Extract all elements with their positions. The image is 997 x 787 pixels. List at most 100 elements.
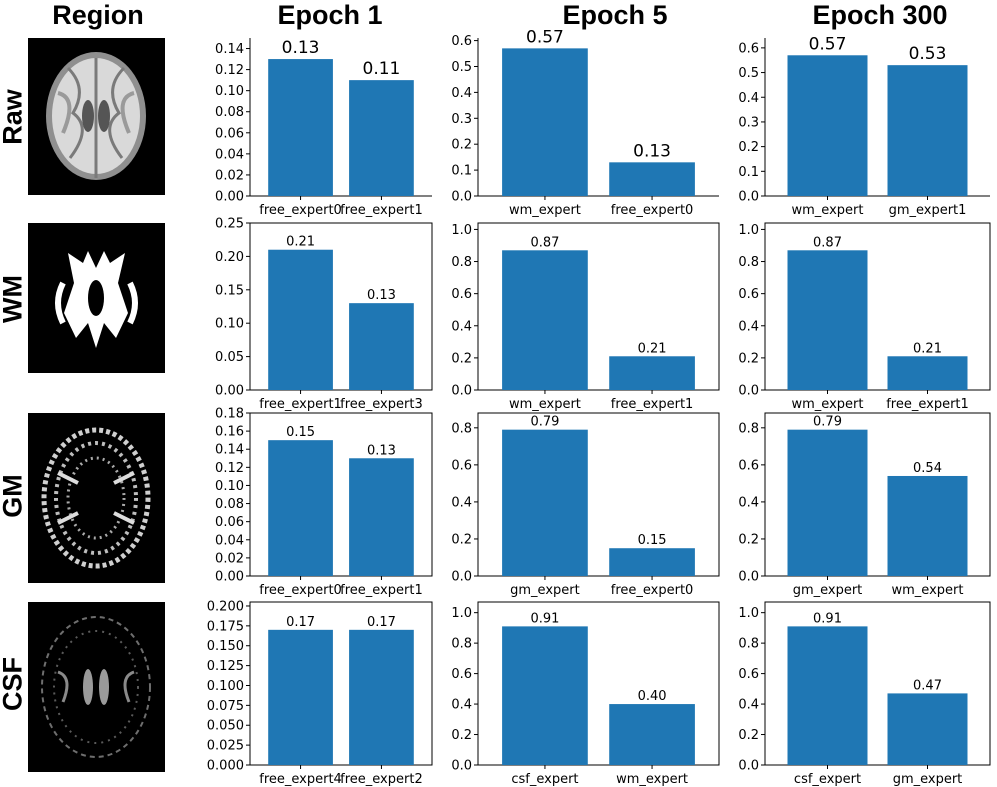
bar-wm-expert [787,250,868,390]
y-tick-label: 0.6 [738,667,759,682]
y-tick-label: 0.06 [215,515,244,530]
chart-csf-epoch-1: 0.000 0.025 0.050 0.075 0.100 0.125 0.150 0.175… [207,599,433,787]
chart-gm-epoch-5: 0.0 0.2 0.4 0.6 0.8 0.79 gm_expert 0.15 free_exp… [451,412,720,598]
bar-value-label: 0.13 [367,443,396,458]
bar-value-label: 0.15 [286,425,315,440]
y-tick-label: 0.0 [738,190,759,205]
plot-frame [477,601,720,766]
bar-wm-expert [609,704,695,765]
x-tick-label: free_expert1 [886,397,969,412]
bar-value-label: 0.47 [913,678,942,693]
chart-raw-epoch-1: 0.00 0.02 0.04 0.06 0.08 0.10 0.12 0.14 0.13 free… [215,38,432,218]
y-tick-label: 0.8 [738,421,759,436]
y-tick-label: 0.6 [451,667,472,682]
x-tick-label: free_expert4 [259,772,342,787]
y-tick-label: 0.1 [451,164,472,179]
y-tick-label: 0.2 [738,140,759,155]
y-tick-label: 0.18 [215,407,244,422]
y-tick-label: 0.08 [215,497,244,512]
y-tick-label: 0.4 [738,495,759,510]
bar-value-label: 0.79 [813,415,842,430]
x-tick-label: free_expert0 [259,583,342,598]
y-tick-label: 1.0 [738,223,759,238]
bar-value-label: 0.13 [282,38,320,58]
y-tick-label: 0.10 [215,479,244,494]
y-tick-label: 0.8 [738,255,759,270]
y-tick-label: 0.2 [451,532,472,547]
y-tick-label: 0.4 [451,698,472,713]
x-tick-label: free_expert2 [340,772,423,787]
y-tick-label: 0.10 [215,317,244,332]
x-tick-label: free_expert1 [611,397,694,412]
bar-value-label: 0.21 [286,235,315,250]
plot-frame [477,412,720,577]
chart-wm-epoch-1: 0.00 0.05 0.10 0.15 0.20 0.25 0.21 free_expert1… [215,217,433,412]
bar-value-label: 0.87 [530,235,559,250]
bar-free-expert1 [887,356,968,390]
column-title-region: Region [52,0,144,30]
y-tick-label: 0.3 [738,115,759,130]
y-tick-label: 0.050 [207,719,244,734]
y-tick-label: 0.125 [207,659,244,674]
y-tick-label: 0.6 [738,458,759,473]
bar-free-expert0 [609,548,695,576]
y-tick-label: 0.04 [215,147,244,162]
bar-value-label: 0.13 [367,288,396,303]
csf-mask-image [28,602,165,772]
x-tick-label: wm_expert [792,203,864,218]
y-tick-label: 0.0 [738,759,759,774]
y-tick-label: 0.4 [451,86,472,101]
y-tick-label: 1.0 [451,606,472,621]
bar-free-expert0 [268,440,333,576]
bar-value-label: 0.57 [526,27,564,47]
y-tick-label: 0.14 [215,443,244,458]
y-tick-label: 0.3 [451,112,472,127]
y-tick-label: 0.000 [207,759,244,774]
y-tick-label: 0.12 [215,461,244,476]
bar-wm-expert [787,55,868,196]
bar-gm-expert [887,693,968,765]
bar-gm-expert [502,429,588,576]
y-tick-label: 0.1 [738,165,759,180]
y-tick-label: 0.4 [451,495,472,510]
bar-value-label: 0.21 [638,341,667,356]
bar-free-expert0 [268,59,333,196]
chart-wm-epoch-5: 0.0 0.2 0.4 0.6 0.8 1.0 0.87 wm_expert 0.21 free_… [451,222,720,412]
x-tick-label: wm_expert [509,397,581,412]
chart-gm-epoch-300: 0.0 0.2 0.4 0.6 0.8 0.79 gm_expert 0.54 wm_exper… [738,412,991,598]
bar-value-label: 0.17 [286,615,315,630]
y-tick-label: 0.025 [207,739,244,754]
bar-value-label: 0.91 [530,611,559,626]
y-tick-label: 0.06 [215,126,244,141]
x-tick-label: free_expert0 [259,203,342,218]
y-tick-label: 0.200 [207,599,244,614]
chart-raw-epoch-300: 0.0 0.1 0.2 0.3 0.4 0.5 0.6 0.57 wm_expert 0.53 gm… [738,34,990,218]
y-tick-label: 0.8 [738,637,759,652]
chart-csf-epoch-5: 0.0 0.2 0.4 0.6 0.8 1.0 0.91 csf_expert 0.40 wm_e… [451,601,720,787]
y-tick-label: 0.6 [451,458,472,473]
bar-value-label: 0.21 [913,341,942,356]
raw-brain-slice-image [28,38,165,195]
bar-free-expert1 [609,356,695,390]
y-tick-label: 0.14 [215,42,244,57]
y-tick-label: 0.02 [215,551,244,566]
y-tick-label: 0.2 [738,532,759,547]
y-tick-label: 0.0 [451,190,472,205]
y-tick-label: 0.0 [451,570,472,585]
column-title-epoch-1: Epoch 1 [277,0,383,30]
y-tick-label: 0.00 [215,384,244,399]
bar-free-expert4 [268,629,333,765]
y-tick-label: 0.2 [738,351,759,366]
x-tick-label: free_expert3 [340,397,423,412]
plot-frame [249,222,433,391]
chart-csf-epoch-300: 0.0 0.2 0.4 0.6 0.8 1.0 0.91 csf_expert 0.47 gm_e… [738,601,991,787]
x-tick-label: free_expert1 [259,397,342,412]
y-tick-label: 0.4 [738,319,759,334]
bar-value-label: 0.13 [633,141,671,161]
y-tick-label: 0.6 [738,287,759,302]
x-tick-label: gm_expert1 [889,203,967,218]
bar-free-expert2 [349,629,414,765]
bar-free-expert1 [349,458,414,576]
y-tick-label: 0.5 [451,60,472,75]
x-tick-label: gm_expert [793,583,863,598]
